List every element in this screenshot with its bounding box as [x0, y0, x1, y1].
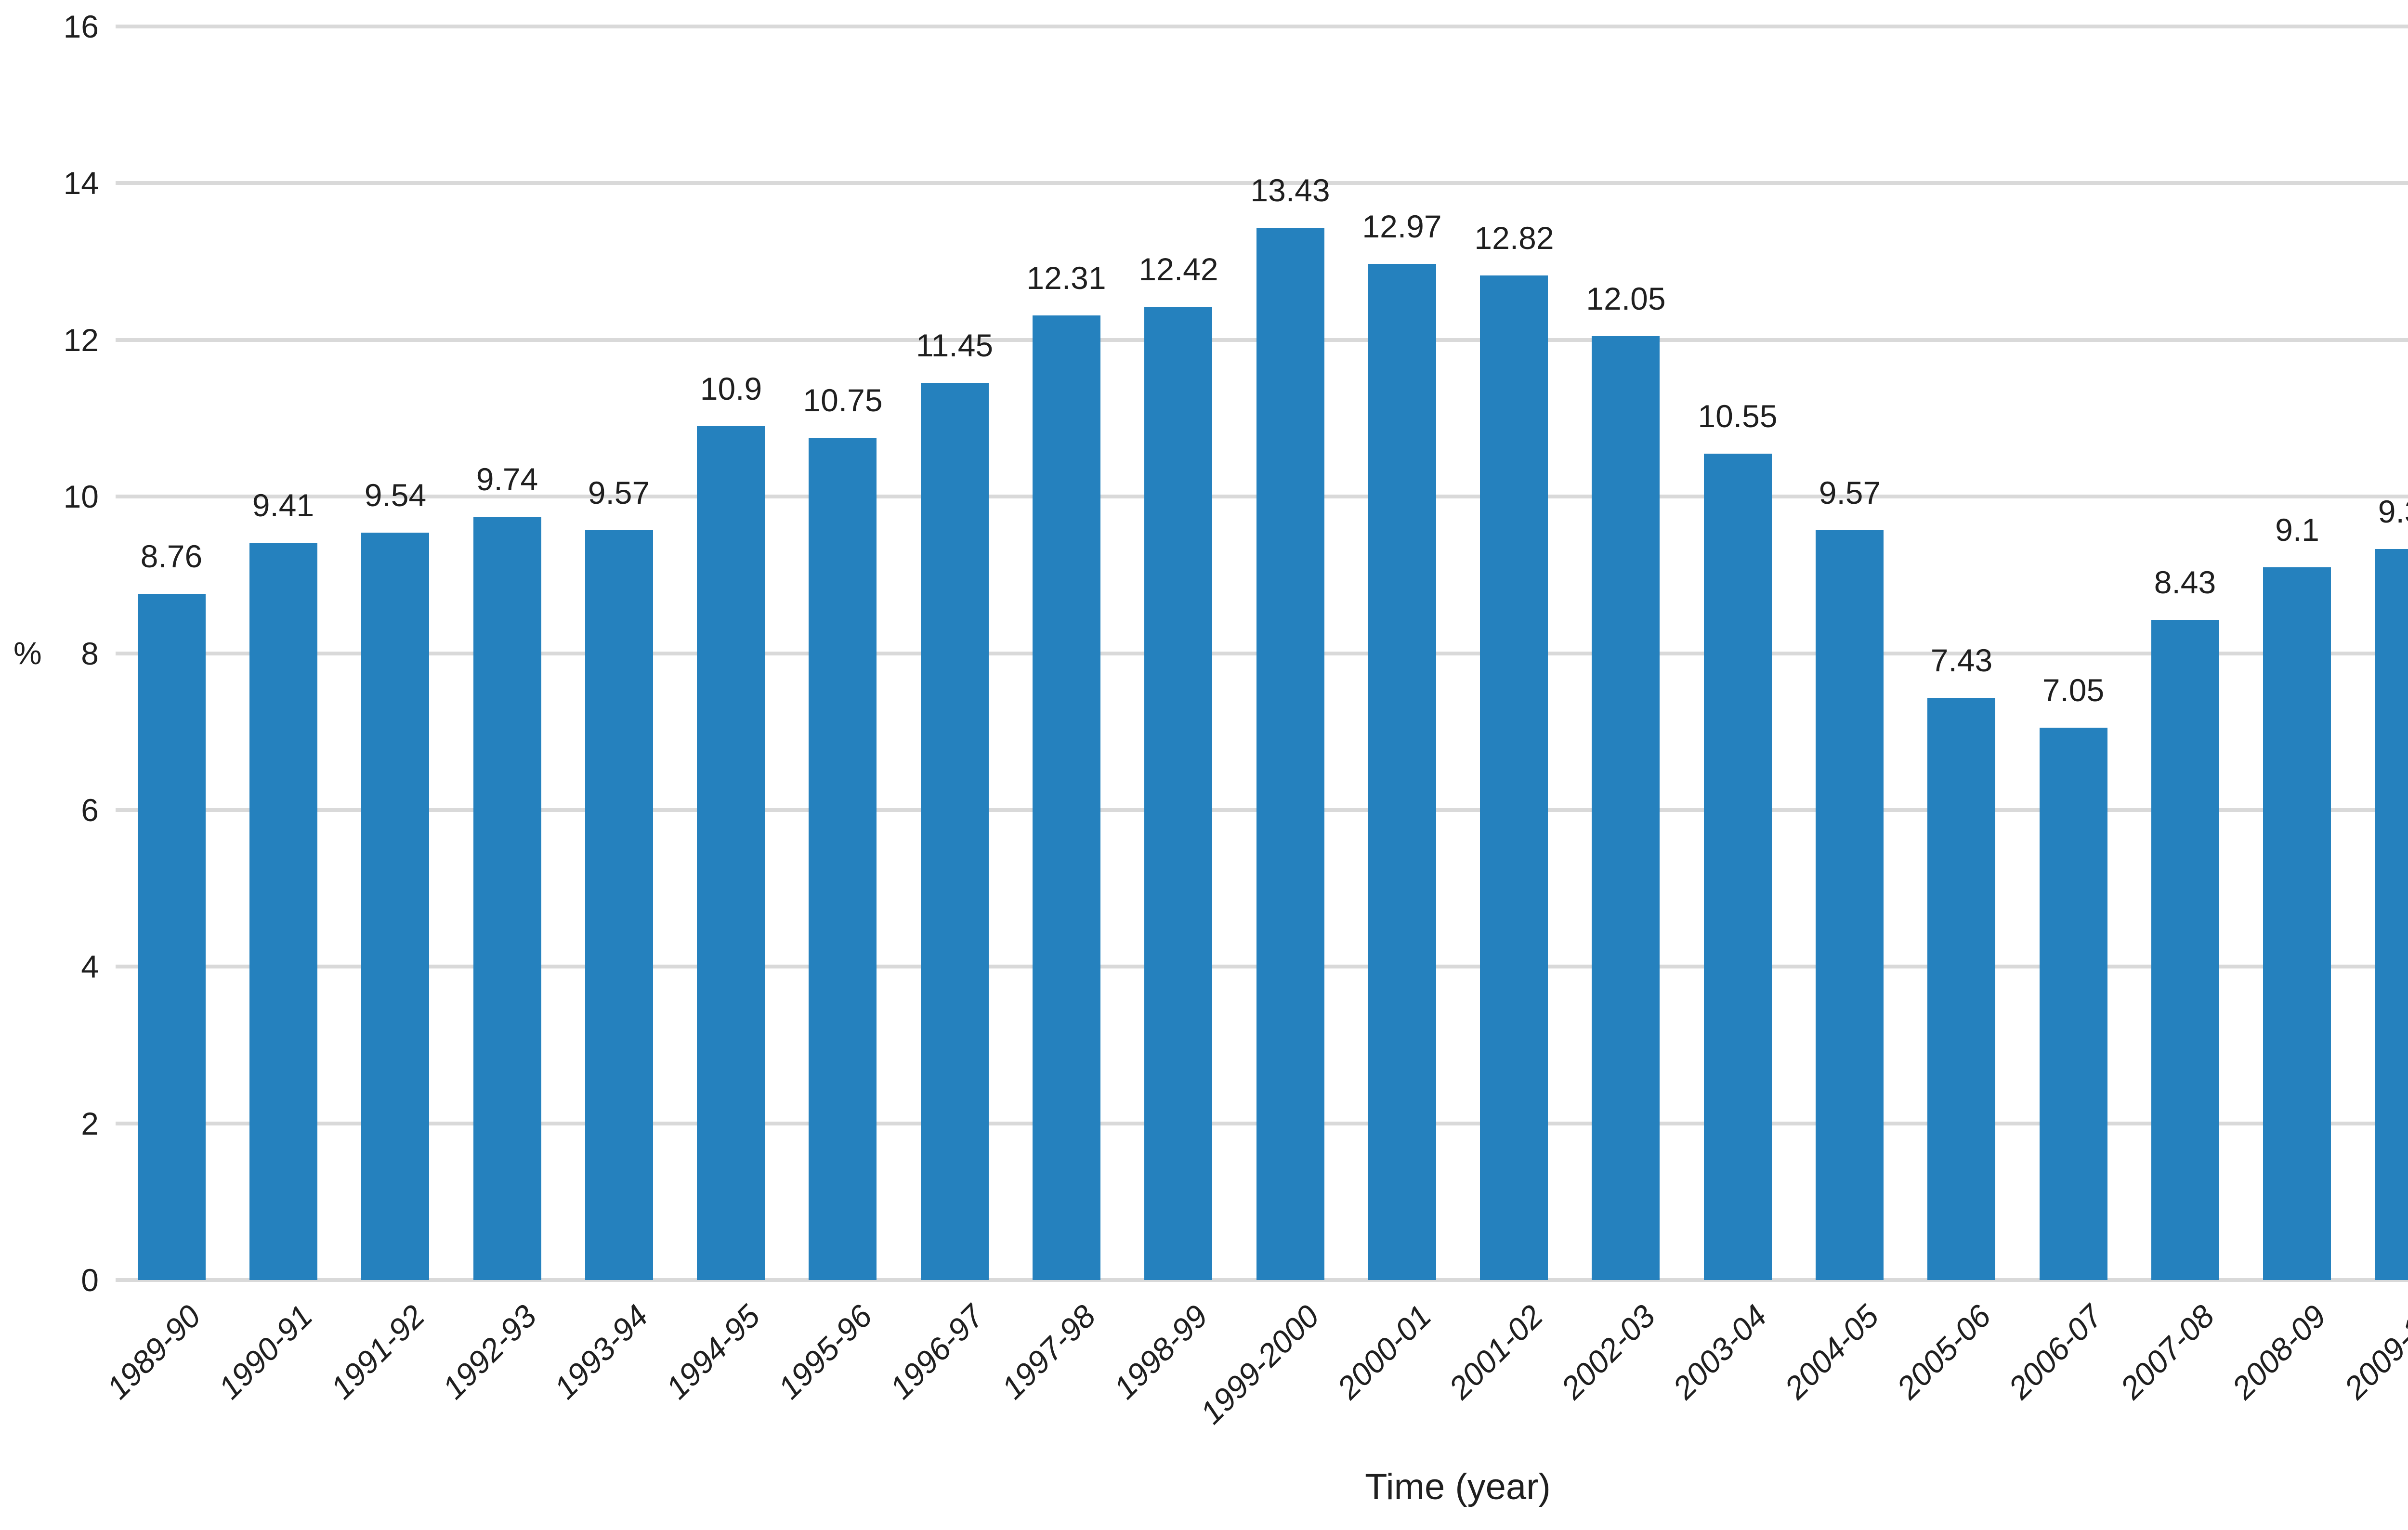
x-tick-label: 1998-99: [1106, 1298, 1215, 1406]
y-tick-label: 4: [81, 949, 99, 985]
x-tick-label: 2005-06: [1889, 1298, 1998, 1406]
bar-1992-93: [473, 517, 541, 1280]
bar-value-label: 9.74: [476, 461, 538, 497]
bar-value-label: 10.55: [1698, 398, 1778, 434]
bar-2004-05: [1816, 530, 1884, 1280]
y-tick-label: 14: [63, 165, 99, 201]
bar-2006-07: [2040, 728, 2107, 1280]
x-tick-label: 2007-08: [2113, 1298, 2221, 1406]
bar-1993-94: [585, 530, 653, 1280]
x-tick-label: 2004-05: [1778, 1298, 1886, 1406]
bar-value-label: 12.42: [1139, 251, 1218, 287]
bar-value-label: 9.33: [2378, 494, 2408, 529]
bar-value-label: 9.57: [588, 475, 650, 510]
x-tick-label: 1990-91: [211, 1298, 319, 1406]
bar-2002-03: [1592, 336, 1660, 1280]
x-tick-label: 1992-93: [435, 1298, 543, 1406]
bar-2007-08: [2151, 620, 2219, 1280]
bar-value-label: 12.05: [1586, 281, 1666, 316]
bar-value-label: 11.45: [916, 327, 994, 363]
y-tick-label: 10: [63, 479, 99, 515]
bar-value-label: 12.82: [1474, 220, 1554, 256]
x-axis-title: Time (year): [1365, 1466, 1551, 1507]
x-tick-label: 1991-92: [323, 1298, 432, 1406]
bar-1990-91: [249, 543, 317, 1280]
bar-value-label: 13.43: [1250, 172, 1330, 208]
bar-2009-10: [2375, 549, 2408, 1280]
bar-value-label: 10.9: [700, 371, 762, 406]
x-tick-label: 2000-01: [1330, 1298, 1438, 1406]
bar-value-label: 9.54: [364, 477, 427, 513]
bar-1999-2000: [1256, 228, 1324, 1280]
bar-2001-02: [1480, 275, 1548, 1280]
bar-2000-01: [1368, 264, 1436, 1280]
bar-value-label: 12.97: [1362, 209, 1442, 244]
bar-1994-95: [697, 426, 765, 1280]
bar-1997-98: [1033, 315, 1100, 1280]
x-tick-label: 1989-90: [100, 1298, 208, 1406]
bar-value-label: 7.05: [2042, 672, 2105, 708]
x-tick-label: 1993-94: [547, 1298, 655, 1406]
bar-value-label: 8.76: [140, 538, 203, 574]
bar-2003-04: [1704, 454, 1772, 1280]
y-tick-label: 12: [63, 322, 99, 358]
y-tick-label: 8: [81, 635, 99, 671]
bar-1998-99: [1144, 307, 1212, 1280]
bar-value-label: 9.41: [252, 487, 314, 523]
bar-1989-90: [138, 594, 206, 1280]
gridline: [116, 25, 2408, 28]
x-tick-label: 1997-98: [995, 1298, 1102, 1406]
bar-value-label: 12.31: [1026, 260, 1106, 296]
y-tick-label: 6: [81, 792, 99, 828]
x-tick-label: 2002-03: [1554, 1298, 1662, 1406]
bar-1996-97: [921, 383, 989, 1280]
gridline: [116, 1278, 2408, 1282]
bar-value-label: 9.57: [1819, 475, 1881, 510]
x-tick-label: 2008-09: [2225, 1298, 2333, 1406]
bar-2008-09: [2263, 567, 2331, 1280]
bar-value-label: 9.1: [2275, 512, 2319, 548]
y-tick-label: 0: [81, 1262, 99, 1298]
bar-2005-06: [1927, 698, 1995, 1280]
x-tick-label: 2009-10: [2337, 1298, 2408, 1406]
bar-1991-92: [361, 533, 429, 1280]
bar-value-label: 8.43: [2154, 564, 2216, 600]
plot-area: 8.76 9.41 9.54 9.74 9.57 10.9 10.75 11.45 12.31 1…: [116, 25, 2408, 1282]
bar-value-label: 10.75: [803, 382, 883, 418]
x-tick-label: 2006-07: [2002, 1298, 2109, 1406]
y-tick-label: 16: [63, 9, 99, 44]
bar-1995-96: [809, 438, 877, 1280]
x-tick-label: 1999-2000: [1193, 1298, 1326, 1431]
gridline: [116, 181, 2408, 185]
x-tick-label: 1996-97: [883, 1298, 991, 1406]
x-tick-label: 1995-96: [771, 1298, 879, 1406]
x-tick-label: 2003-04: [1666, 1298, 1774, 1406]
x-tick-label: 2001-02: [1442, 1298, 1550, 1406]
y-tick-label: 2: [81, 1105, 99, 1141]
y-axis-title: %: [13, 635, 42, 671]
x-tick-label: 1994-95: [659, 1298, 767, 1406]
bar-value-label: 7.43: [1930, 642, 1993, 678]
